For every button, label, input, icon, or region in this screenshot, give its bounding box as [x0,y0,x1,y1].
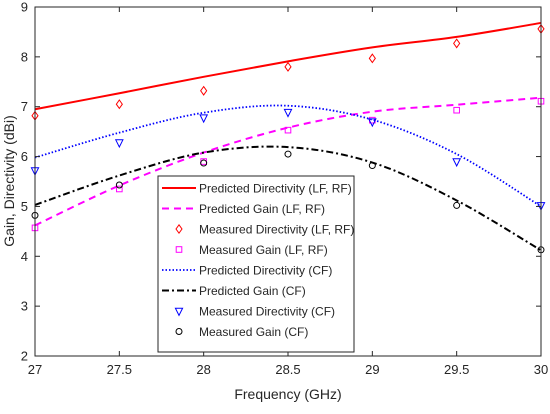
point-measured-gain-cf-4 [368,162,376,170]
point-measured-directivity-cf-5 [452,158,462,168]
point-measured-gain-lf-rf-5 [453,106,460,114]
x-axis-label: Frequency (GHz) [234,386,341,402]
y-tick-label: 5 [21,199,28,214]
y-tick-label: 3 [21,299,28,314]
x-tick-label: 29 [365,362,379,377]
legend-label-measured-gain-cf: Measured Gain (CF) [199,325,308,339]
legend-swatch-measured-directivity-cf [174,307,184,317]
y-tick-label: 6 [21,149,28,164]
legend-label-predicted-gain-cf: Predicted Gain (CF) [199,284,306,298]
point-measured-directivity-cf-4 [367,118,377,128]
x-tick-label: 28.5 [275,362,300,377]
x-tick-label: 29.5 [444,362,469,377]
point-measured-gain-lf-rf-3 [284,126,292,134]
legend-label-predicted-directivity-cf: Predicted Directivity (CF) [199,264,332,278]
point-measured-directivity-lf-rf-1 [115,99,123,110]
point-measured-gain-cf-2 [200,159,208,167]
series-predicted-directivity-cf-line [34,104,542,208]
series-predicted-directivity-lf-rf-line [34,21,542,111]
point-measured-directivity-cf-2 [199,114,209,124]
legend-box [157,175,355,353]
axis-ticks: 27 27.5 28 28.5 29 29.5 30 2 3 4 5 6 7 8 9 [21,0,548,377]
legend-label-predicted-gain-lf-rf: Predicted Gain (LF, RF) [199,202,325,216]
y-axis-label: Gain, Directivity (dBi) [1,115,17,246]
x-tick-label: 28 [196,362,210,377]
point-measured-directivity-lf-rf-5 [453,38,461,49]
x-tick-label: 30 [534,362,548,377]
point-measured-directivity-cf-1 [114,139,124,149]
point-measured-directivity-lf-rf-4 [368,53,376,64]
series-predicted-gain-cf-line [34,145,542,252]
y-tick-label: 9 [21,0,28,15]
y-tick-label: 4 [21,249,28,264]
legend-label-measured-directivity-lf-rf: Measured Directivity (LF, RF) [199,223,354,237]
y-tick-label: 8 [21,49,28,64]
y-tick-label: 7 [21,99,28,114]
legend-label-measured-gain-lf-rf: Measured Gain (LF, RF) [199,243,328,257]
y-tick-label: 2 [21,349,28,364]
x-tick-label: 27.5 [107,362,132,377]
legend-swatch-measured-gain-lf-rf [175,246,183,253]
point-measured-directivity-cf-3 [283,108,293,118]
legend-label-measured-directivity-cf: Measured Directivity (CF) [199,305,335,319]
legend: Predicted Directivity (LF, RF) Predicted … [157,175,355,353]
point-measured-gain-lf-rf-1 [116,185,123,193]
point-measured-gain-cf-3 [284,150,292,158]
point-measured-directivity-lf-rf-2 [200,85,208,96]
point-measured-gain-cf-5 [453,201,461,209]
legend-swatch-measured-gain-cf [175,328,183,335]
legend-swatch-measured-directivity-lf-rf [175,223,183,235]
point-measured-gain-cf-1 [115,181,123,189]
plot-marks [30,21,546,254]
x-tick-label: 27 [28,362,42,377]
point-measured-directivity-lf-rf-3 [284,61,292,72]
legend-label-predicted-directivity-lf-rf: Predicted Directivity (LF, RF) [199,182,352,196]
